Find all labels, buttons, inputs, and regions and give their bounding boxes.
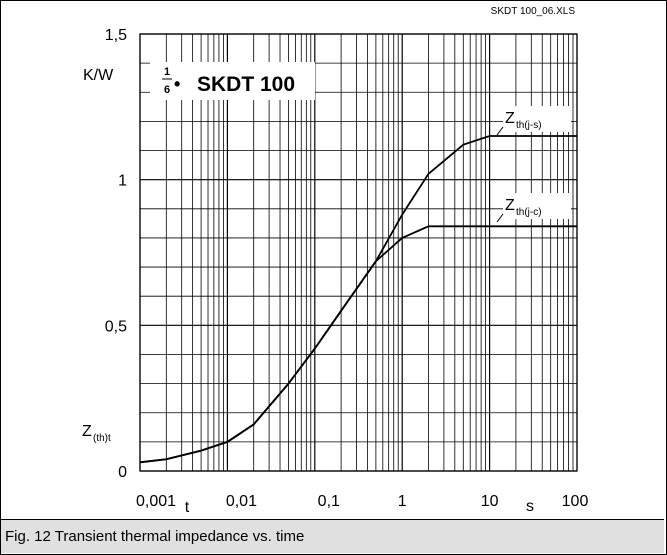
device-box [150, 62, 315, 100]
device-name: SKDT 100 [197, 73, 295, 96]
x-unit: s [526, 498, 534, 515]
curve [139, 135, 577, 464]
x-tick-label: 0,001 [136, 493, 176, 510]
plot-border [139, 33, 578, 472]
series-label-sub: th(j-s) [516, 120, 542, 131]
series-label-bg [503, 106, 571, 132]
caption: Fig. 12 Transient thermal impedance vs. … [1, 519, 664, 553]
y-label: Z [82, 423, 92, 440]
x-tick-label: 0,1 [318, 493, 340, 510]
y-label-sub: (th)t [93, 433, 111, 444]
series-leader [496, 126, 504, 136]
series-label-bg [503, 193, 571, 219]
device-denominator: 6 [164, 84, 170, 96]
series-label: Z [505, 197, 515, 214]
x-tick-label: 10 [481, 493, 499, 510]
x-label: t [185, 499, 190, 516]
series-leader [496, 213, 504, 223]
unit-bg [78, 62, 130, 86]
x-tick-label: 1 [398, 493, 407, 510]
series-label: Z [505, 110, 515, 127]
x-tick-label: 0,01 [226, 493, 257, 510]
curve [139, 225, 577, 464]
y-unit: K/W [83, 67, 114, 84]
y-tick-label: 1,5 [105, 27, 127, 44]
y-tick-label: 1 [118, 173, 127, 190]
y-tick-label: 0,5 [105, 318, 127, 335]
x-tick-label: 100 [562, 493, 589, 510]
device-bullet: • [174, 74, 180, 94]
y-tick-label: 0 [118, 464, 127, 481]
series-label-sub: th(j-c) [516, 207, 542, 218]
device-numerator: 1 [164, 66, 170, 78]
labels: 0 0,5 1 1,5 0,001 0,01 0,1 1 10 100 1 6 • SKDT 100 SKD… [78, 6, 588, 516]
file-label: SKDT 100_06.XLS [491, 6, 576, 17]
curves [139, 135, 577, 464]
